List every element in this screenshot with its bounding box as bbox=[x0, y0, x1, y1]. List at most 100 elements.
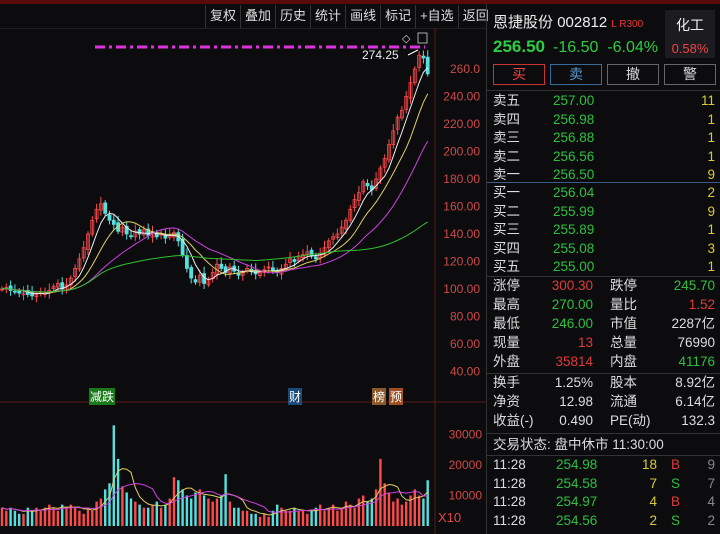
stats-button[interactable]: 统计 bbox=[310, 5, 345, 28]
price-tick: 100.00 bbox=[443, 282, 480, 296]
candle bbox=[163, 234, 168, 239]
price-tick: 260.0 bbox=[450, 62, 480, 76]
level-volume: 1 bbox=[707, 148, 715, 164]
volume-tick: 30000 bbox=[449, 428, 483, 442]
level-price: 256.98 bbox=[553, 111, 595, 127]
volume-bar bbox=[327, 507, 330, 526]
volume-bar bbox=[336, 510, 339, 526]
volume-bar bbox=[379, 458, 382, 526]
ask-row: 卖一 256.50 9 bbox=[493, 166, 715, 184]
status-row: 交易状态: 盘中休市 11:30:00 bbox=[493, 436, 715, 454]
candle bbox=[417, 54, 422, 68]
price-tick: 220.00 bbox=[443, 117, 480, 131]
max-price-label: 274.25 bbox=[362, 48, 399, 62]
volume-bar bbox=[392, 501, 395, 526]
candle bbox=[77, 258, 82, 270]
sector-box[interactable]: 化工 0.58% bbox=[665, 10, 715, 58]
fuquan-button[interactable]: 复权 bbox=[205, 5, 240, 28]
stat-label: 内盘 bbox=[610, 354, 637, 369]
level-volume: 1 bbox=[707, 259, 715, 274]
draw-line-button[interactable]: 画线 bbox=[345, 5, 380, 28]
volume-bar bbox=[202, 495, 206, 526]
add-watchlist-button[interactable]: +自选 bbox=[415, 5, 458, 28]
stat-label: 总量 bbox=[610, 335, 637, 350]
stat-label: 市值 bbox=[610, 316, 637, 331]
candle bbox=[219, 263, 224, 269]
marker-cai[interactable]: 财 bbox=[288, 388, 303, 405]
volume-bar bbox=[48, 504, 51, 526]
bid-row: 买五 255.00 1 bbox=[493, 258, 715, 276]
volume-bar bbox=[284, 510, 287, 526]
volume-bar bbox=[142, 507, 146, 526]
candle bbox=[184, 255, 189, 269]
stat-label: 最高 bbox=[493, 297, 520, 312]
volume-bar bbox=[190, 498, 193, 526]
volume-bar bbox=[155, 501, 158, 526]
stat-value: 270.00 bbox=[551, 297, 593, 312]
history-button[interactable]: 历史 bbox=[275, 5, 310, 28]
level-volume: 2 bbox=[707, 185, 715, 200]
level-label: 卖四 bbox=[493, 111, 520, 127]
volume-bar bbox=[306, 513, 309, 526]
price-tick: 160.00 bbox=[443, 200, 480, 214]
price-tick: 140.00 bbox=[443, 227, 480, 241]
bid-row: 买四 255.08 3 bbox=[493, 240, 715, 258]
back-button[interactable]: 返回 bbox=[457, 5, 493, 28]
volume-bar bbox=[374, 489, 378, 526]
volume-bar bbox=[43, 507, 47, 526]
stat-value: 13 bbox=[577, 335, 593, 350]
level-price: 257.00 bbox=[553, 93, 595, 108]
volume-tick: 10000 bbox=[449, 489, 483, 503]
cancel-button[interactable]: 撤 bbox=[607, 64, 659, 85]
stat-value: 8.92亿 bbox=[675, 375, 715, 390]
trade-price: 254.98 bbox=[556, 457, 598, 472]
sell-button[interactable]: 卖 bbox=[550, 64, 602, 85]
volume-tick: 20000 bbox=[449, 458, 483, 472]
volume-bar bbox=[116, 458, 120, 526]
ma5-line bbox=[1, 67, 429, 295]
stat-value: 0.490 bbox=[559, 413, 593, 428]
volume-bar bbox=[207, 498, 210, 526]
volume-bar bbox=[233, 507, 236, 526]
volume-bar bbox=[413, 489, 416, 526]
ask-row: 卖三 256.88 1 bbox=[493, 129, 715, 147]
volume-bar bbox=[357, 498, 361, 526]
volume-bar bbox=[314, 507, 318, 526]
volume-bar bbox=[56, 510, 60, 526]
overlay-button[interactable]: 叠加 bbox=[240, 5, 275, 28]
candle bbox=[17, 290, 22, 294]
alert-button[interactable]: 警 bbox=[664, 64, 716, 85]
mark-button[interactable]: 标记 bbox=[380, 5, 415, 28]
trade-count: 7 bbox=[707, 475, 715, 491]
marker-bang[interactable]: 榜 bbox=[372, 388, 387, 405]
volume-bar bbox=[241, 510, 244, 526]
volume-bar bbox=[125, 492, 128, 526]
diamond-icon: ◇ bbox=[402, 33, 411, 45]
volume-bar bbox=[310, 510, 313, 526]
stat-label: 跌停 bbox=[610, 278, 637, 293]
stat-label: 净资 bbox=[493, 394, 520, 409]
volume-bar bbox=[13, 510, 17, 526]
buy-button[interactable]: 买 bbox=[493, 64, 545, 85]
volume-bar bbox=[52, 507, 55, 526]
volume-bar bbox=[293, 507, 296, 526]
volume-bar bbox=[405, 501, 408, 526]
candle bbox=[335, 233, 340, 238]
volume-bar bbox=[301, 510, 305, 526]
marker-jiandie[interactable]: 减跌 bbox=[89, 388, 116, 405]
volume-bar bbox=[95, 501, 98, 526]
level-price: 256.04 bbox=[553, 185, 595, 200]
marker-yu[interactable]: 预 bbox=[389, 388, 404, 405]
stat-row: 收益(-) 0.490 PE(动) 132.3 bbox=[493, 412, 715, 430]
stat-label: 量比 bbox=[610, 297, 637, 312]
volume-bar bbox=[340, 507, 343, 526]
ma20-line bbox=[1, 140, 429, 293]
kline-chart[interactable]: 260.0 240.00 220.00 200.00 180.00 160.00 140.0… bbox=[0, 28, 486, 534]
volume-bar bbox=[104, 489, 107, 526]
candle bbox=[322, 247, 327, 256]
stat-label: 最低 bbox=[493, 316, 520, 331]
tick-row: 11:28 254.56 2 S 2 bbox=[493, 512, 715, 530]
tick-row: 11:28 254.97 4 B 4 bbox=[493, 493, 715, 511]
volume-bar bbox=[129, 498, 133, 526]
stat-label: PE(动) bbox=[610, 413, 651, 428]
